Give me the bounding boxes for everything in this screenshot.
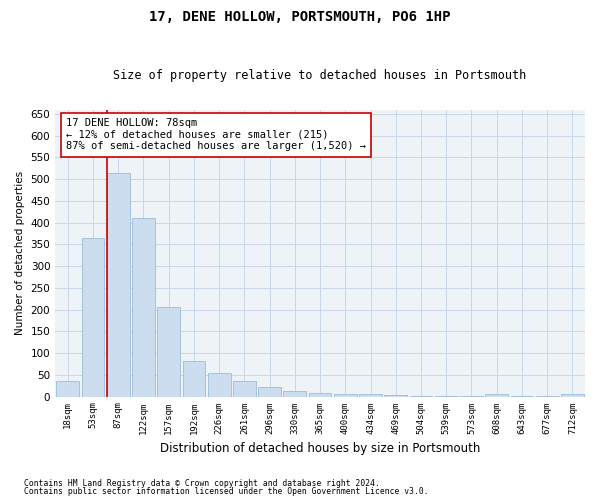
Bar: [56, 382, 79, 396]
Title: Size of property relative to detached houses in Portsmouth: Size of property relative to detached ho…: [113, 69, 527, 82]
Bar: [157, 308, 180, 396]
Bar: [283, 392, 306, 396]
Text: 17, DENE HOLLOW, PORTSMOUTH, PO6 1HP: 17, DENE HOLLOW, PORTSMOUTH, PO6 1HP: [149, 10, 451, 24]
Text: Contains public sector information licensed under the Open Government Licence v3: Contains public sector information licen…: [24, 487, 428, 496]
Bar: [208, 372, 230, 396]
X-axis label: Distribution of detached houses by size in Portsmouth: Distribution of detached houses by size …: [160, 442, 480, 455]
Y-axis label: Number of detached properties: Number of detached properties: [15, 171, 25, 335]
Bar: [485, 394, 508, 396]
Bar: [258, 387, 281, 396]
Text: 17 DENE HOLLOW: 78sqm
← 12% of detached houses are smaller (215)
87% of semi-det: 17 DENE HOLLOW: 78sqm ← 12% of detached …: [66, 118, 366, 152]
Bar: [359, 394, 382, 396]
Text: Contains HM Land Registry data © Crown copyright and database right 2024.: Contains HM Land Registry data © Crown c…: [24, 478, 380, 488]
Bar: [107, 172, 130, 396]
Bar: [182, 361, 205, 396]
Bar: [82, 238, 104, 396]
Bar: [309, 393, 331, 396]
Bar: [233, 382, 256, 396]
Bar: [561, 394, 584, 396]
Bar: [132, 218, 155, 396]
Bar: [334, 394, 356, 396]
